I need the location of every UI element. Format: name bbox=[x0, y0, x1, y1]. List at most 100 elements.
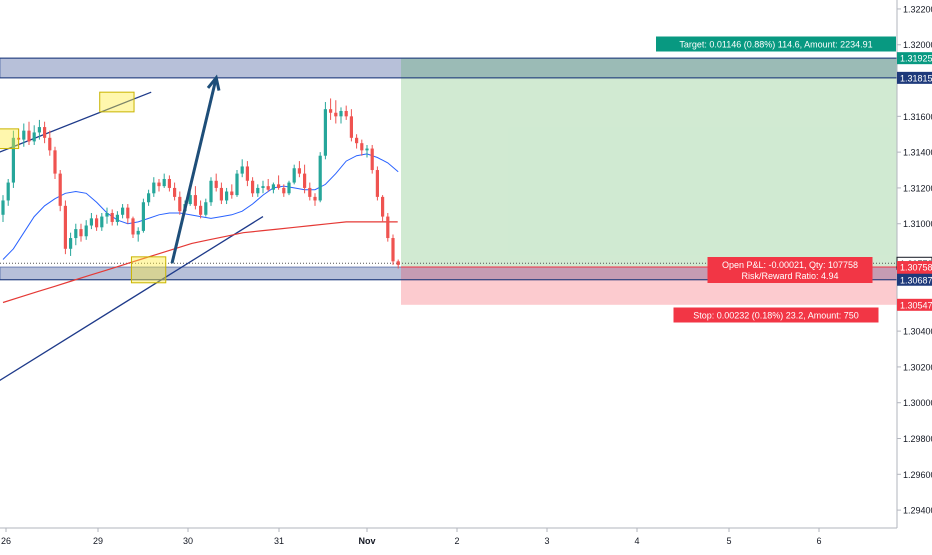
candle-body bbox=[37, 127, 41, 133]
candle-body bbox=[121, 207, 125, 215]
candle-body bbox=[162, 178, 166, 187]
projection-arrow-icon bbox=[206, 74, 221, 91]
highlight-box bbox=[99, 91, 135, 113]
candle-body bbox=[193, 195, 197, 206]
candle-body bbox=[313, 196, 317, 201]
x-tick-label: 5 bbox=[726, 536, 731, 546]
candle-body bbox=[391, 238, 395, 262]
candle-body bbox=[100, 216, 104, 228]
candle-body bbox=[95, 218, 99, 228]
y-tick-label: 1.29400 bbox=[903, 506, 932, 516]
candle-body bbox=[74, 229, 78, 239]
y-tick-label: 1.31200 bbox=[903, 183, 932, 193]
candle-body bbox=[204, 202, 208, 215]
candle-body bbox=[22, 130, 26, 140]
y-tick-label: 1.30000 bbox=[903, 398, 932, 408]
candle-body bbox=[251, 180, 255, 194]
price-label-box bbox=[897, 52, 932, 65]
candle-body bbox=[323, 109, 327, 156]
target-label-text: Target: 0.01146 (0.88%) 114.6, Amount: 2… bbox=[679, 40, 872, 50]
position-labels: Target: 0.01146 (0.88%) 114.6, Amount: 2… bbox=[656, 36, 896, 323]
candle-body bbox=[214, 180, 218, 188]
price-label-text: 1.30758 bbox=[900, 263, 932, 273]
candle-body bbox=[308, 187, 312, 197]
candle-body bbox=[209, 180, 213, 203]
candle-body bbox=[266, 186, 270, 190]
candle-body bbox=[84, 225, 88, 237]
y-tick-label: 1.29800 bbox=[903, 434, 932, 444]
candle-body bbox=[381, 196, 385, 217]
candle-body bbox=[131, 218, 135, 235]
profit-zone bbox=[401, 58, 897, 268]
price-label-box bbox=[897, 71, 932, 84]
candle-body bbox=[152, 182, 156, 194]
candle-body bbox=[1, 200, 5, 215]
y-tick-label: 1.32000 bbox=[903, 40, 932, 50]
candle-body bbox=[167, 178, 171, 188]
x-tick-label: 3 bbox=[544, 536, 549, 546]
x-tick-label: 2 bbox=[454, 536, 459, 546]
candle-body bbox=[256, 187, 260, 194]
y-tick-label: 1.31600 bbox=[903, 112, 932, 122]
candle-body bbox=[360, 143, 364, 151]
candle-body bbox=[297, 168, 301, 174]
candle-body bbox=[48, 137, 52, 151]
x-tick-label: 4 bbox=[634, 536, 639, 546]
candle-body bbox=[219, 187, 223, 201]
candle-body bbox=[386, 216, 390, 239]
candle-body bbox=[339, 110, 343, 117]
x-tick-label: 6 bbox=[816, 536, 821, 546]
time-axis[interactable]: 26 29 30 31 Nov 2 3 4 5 6 bbox=[0, 527, 897, 546]
candle-body bbox=[32, 132, 36, 142]
candle-body bbox=[329, 109, 333, 113]
candle-body bbox=[147, 193, 151, 203]
candle-body bbox=[365, 148, 369, 151]
y-tick-label: 1.29600 bbox=[903, 470, 932, 480]
x-tick-label: 30 bbox=[183, 536, 193, 546]
price-label-text: 1.31925 bbox=[900, 54, 932, 64]
projection-arrow-shaft bbox=[170, 77, 218, 264]
candle-body bbox=[173, 187, 177, 197]
candle-body bbox=[282, 187, 286, 194]
price-label-text: 1.31815 bbox=[900, 73, 932, 83]
price-label-level: 1.31815 bbox=[897, 71, 932, 84]
candle-body bbox=[157, 182, 161, 187]
trendline bbox=[0, 216, 264, 381]
candle-body bbox=[188, 195, 192, 205]
candle-body bbox=[199, 205, 203, 215]
candle-body bbox=[375, 170, 379, 197]
stop-label-box bbox=[673, 307, 879, 323]
y-tick-label: 1.31000 bbox=[903, 219, 932, 229]
moving-average-slow bbox=[2, 221, 398, 304]
stop-label: Stop: 0.00232 (0.18%) 23.2, Amount: 750 bbox=[673, 307, 879, 323]
candle-body bbox=[53, 150, 57, 174]
price-label-text: 1.30547 bbox=[900, 300, 932, 310]
candle-body bbox=[141, 202, 145, 231]
candle-body bbox=[27, 130, 31, 142]
candle-body bbox=[334, 112, 338, 117]
candle-body bbox=[43, 127, 47, 138]
candle-body bbox=[370, 148, 374, 171]
price-axis[interactable]: 1.32200 1.32000 1.31600 1.31400 1.31200 1.310… bbox=[896, 0, 932, 550]
candle-body bbox=[178, 196, 182, 212]
x-tick-label: 31 bbox=[274, 536, 284, 546]
y-tick-label: 1.32200 bbox=[903, 4, 932, 14]
candle-body bbox=[136, 230, 140, 235]
highlight-box bbox=[0, 128, 20, 150]
overlay-layer bbox=[0, 74, 221, 284]
y-tick-label: 1.30400 bbox=[903, 327, 932, 337]
candle-body bbox=[79, 229, 83, 237]
candle-body bbox=[292, 168, 296, 183]
candle-body bbox=[271, 184, 275, 190]
candle-body bbox=[225, 191, 229, 201]
y-tick-label: 1.30200 bbox=[903, 362, 932, 372]
candle-body bbox=[396, 261, 400, 265]
candle-body bbox=[303, 173, 307, 188]
price-label-target: 1.31925 bbox=[897, 52, 932, 65]
candle-body bbox=[58, 173, 62, 206]
price-label-stop: 1.30547 bbox=[897, 298, 932, 311]
price-label-box bbox=[897, 273, 932, 286]
pnl-label-text: Risk/Reward Ratio: 4.94 bbox=[741, 271, 838, 281]
